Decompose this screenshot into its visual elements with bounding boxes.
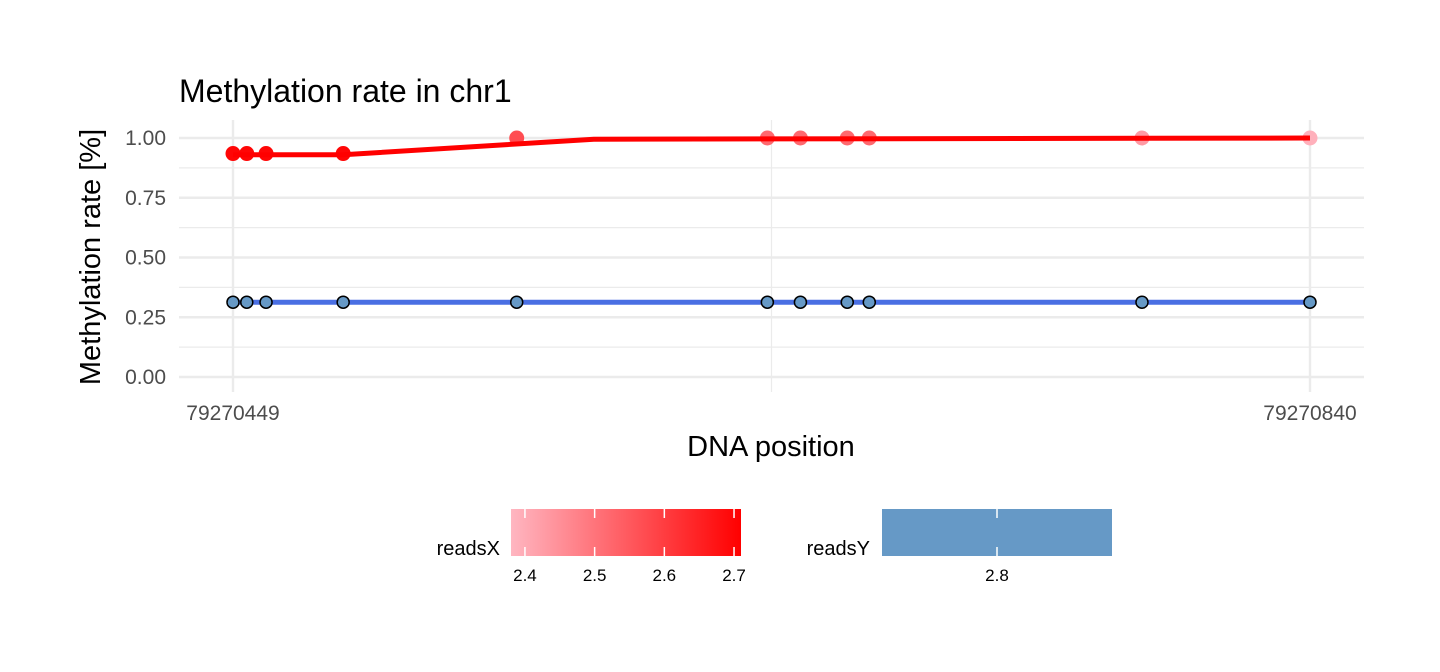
x-tick-label: 79270449 bbox=[186, 402, 279, 425]
series-readsX bbox=[225, 130, 1318, 162]
readsY-point bbox=[793, 295, 808, 309]
readsX-line bbox=[233, 135, 1311, 158]
grid bbox=[179, 120, 1364, 392]
readsY-point bbox=[840, 295, 854, 309]
axes: 0.00 0.25 0.50 0.75 1.00 79270449 79270840 bbox=[125, 127, 1357, 425]
y-tick-label: 0.00 bbox=[125, 366, 166, 389]
readsY-point bbox=[1303, 295, 1317, 309]
y-tick-label: 0.75 bbox=[125, 187, 166, 210]
readsY-point bbox=[509, 295, 524, 309]
x-axis-title: DNA position bbox=[687, 431, 855, 463]
y-tick-label: 1.00 bbox=[125, 127, 166, 150]
series-readsY bbox=[226, 295, 1317, 309]
legend-tick-label: 2.6 bbox=[653, 566, 677, 585]
readsY-point bbox=[226, 295, 240, 309]
legend: readsX 2.4 2.5 2.6 2.7 readsY 2.8 bbox=[437, 509, 1112, 585]
readsY-point bbox=[336, 295, 350, 309]
legend-tick-label: 2.8 bbox=[985, 566, 1009, 585]
chart-title: Methylation rate in chr1 bbox=[179, 73, 512, 109]
legend-tick-label: 2.5 bbox=[583, 566, 607, 585]
readsY-point bbox=[862, 295, 877, 309]
y-tick-label: 0.25 bbox=[125, 306, 166, 329]
readsY-point bbox=[760, 295, 775, 309]
legend-tick-label: 2.7 bbox=[722, 566, 746, 585]
readsY-point bbox=[240, 295, 254, 309]
readsY-point bbox=[259, 295, 273, 309]
y-axis-title: Methylation rate [%] bbox=[75, 129, 107, 385]
y-tick-label: 0.50 bbox=[125, 247, 166, 270]
legend-tick-label: 2.4 bbox=[513, 566, 537, 585]
legend-title: readsY bbox=[807, 538, 870, 560]
legend-colorbar bbox=[511, 509, 741, 556]
readsY-point bbox=[1135, 295, 1149, 309]
x-tick-label: 79270840 bbox=[1263, 402, 1356, 425]
legend-title: readsX bbox=[437, 538, 500, 560]
